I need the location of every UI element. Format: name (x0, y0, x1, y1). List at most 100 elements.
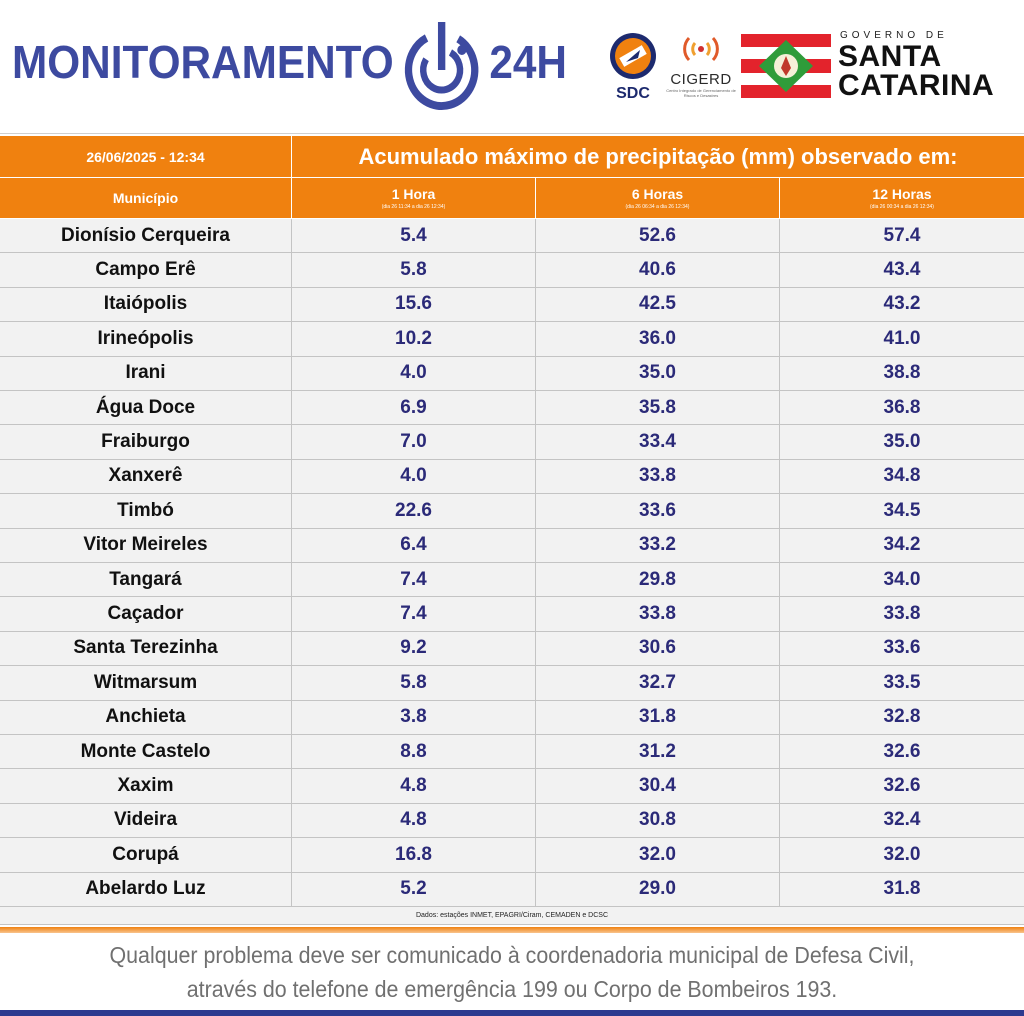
header-municipio: Município (0, 178, 292, 218)
header-range: (dia 26 11:34 a dia 26 12:34) (381, 204, 446, 210)
table-row: Corupá 16.8 32.0 32.0 (0, 838, 1024, 873)
footer-line-2: através do telefone de emergência 199 ou… (186, 976, 838, 1002)
value-1h-cell: 4.8 (292, 769, 536, 803)
value-12h-cell: 33.5 (883, 671, 921, 693)
value-12h-cell: 34.0 (883, 568, 921, 590)
value-6h-cell: 33.6 (536, 494, 780, 528)
value-6h-cell: 52.6 (536, 219, 780, 253)
value-1h-cell: 4.8 (292, 803, 536, 838)
header-range: (dia 26 00:34 a dia 26 12:34) (870, 204, 934, 210)
value-12h-cell: 33.6 (883, 637, 921, 659)
cigerd-subtitle: Centro Integrado de Gerenciamento de Ris… (666, 88, 736, 98)
footer-notice: Qualquer problema deve ser comunicado à … (35, 934, 989, 1010)
value-6h-cell: 42.5 (536, 287, 780, 322)
value-6h-cell: 32.7 (536, 666, 780, 700)
table-row: Vitor Meireles 6.4 33.2 34.2 (0, 528, 1024, 563)
table-title: Acumulado máximo de precipitação (mm) ob… (358, 143, 958, 169)
municipio-cell: Xanxerê (0, 459, 292, 494)
value-12h-cell: 34.8 (883, 465, 921, 487)
sdc-label: SDC (616, 85, 650, 102)
governo-de-label: GOVERNO DE (840, 30, 948, 41)
municipio-cell: Irani (0, 356, 292, 390)
value-1h-cell: 9.2 (292, 631, 536, 666)
value-1h-cell: 3.8 (292, 700, 536, 734)
cigerd-logo: CIGERD Centro Integrado de Gerenciamento… (666, 34, 736, 104)
santa-catarina-flag-icon (741, 34, 831, 98)
value-1h-cell: 7.4 (292, 563, 536, 597)
table-title-row: 26/06/2025 - 12:34 Acumulado máximo de p… (0, 136, 1024, 177)
footer-line-1: Qualquer problema deve ser comunicado à … (109, 942, 915, 968)
value-1h-cell: 15.6 (292, 287, 536, 322)
municipio-cell: Caçador (0, 597, 292, 631)
table-row: Caçador 7.4 33.8 33.8 (0, 597, 1024, 632)
header-12-horas: 12 Horas (dia 26 00:34 a dia 26 12:34) (780, 178, 1024, 218)
table-row: Timbó 22.6 33.6 34.5 (0, 494, 1024, 529)
value-1h-cell: 4.0 (292, 356, 536, 390)
value-1h-cell: 5.2 (292, 872, 536, 906)
municipio-cell: Itaiópolis (0, 287, 292, 322)
value-12h-cell: 43.2 (883, 293, 921, 315)
header-label: 12 Horas (872, 186, 932, 202)
value-6h-cell: 30.6 (536, 631, 780, 666)
value-1h-cell: 8.8 (292, 735, 536, 769)
municipio-cell: Fraiburgo (0, 425, 292, 459)
table-row: Irani 4.0 35.0 38.8 (0, 356, 1024, 391)
table-row: Campo Erê 5.8 40.6 43.4 (0, 253, 1024, 288)
value-12h-cell: 43.4 (883, 259, 921, 281)
table-row: Abelardo Luz 5.2 29.0 31.8 (0, 872, 1024, 907)
value-12h-cell: 57.4 (883, 224, 921, 246)
municipio-cell: Timbó (0, 494, 292, 528)
header-municipio-label: Município (112, 190, 179, 206)
table-row: Xaxim 4.8 30.4 32.6 (0, 769, 1024, 804)
municipio-cell: Videira (0, 803, 292, 838)
value-1h-cell: 6.4 (292, 528, 536, 562)
municipio-cell: Campo Erê (0, 253, 292, 287)
gov-line-2: CATARINA (838, 69, 995, 102)
value-12h-cell: 35.0 (883, 431, 921, 453)
value-12h-cell: 32.8 (883, 706, 921, 728)
timestamp: 26/06/2025 - 12:34 (0, 136, 292, 177)
table-row: Fraiburgo 7.0 33.4 35.0 (0, 425, 1024, 460)
value-6h-cell: 33.8 (536, 597, 780, 631)
table-row: Santa Terezinha 9.2 30.6 33.6 (0, 631, 1024, 667)
data-sources-note: Dados: estações INMET, EPAGRI/Ciram, CEM… (0, 907, 1024, 925)
table-row: Videira 4.8 30.8 32.4 (0, 803, 1024, 839)
municipio-cell: Abelardo Luz (0, 872, 292, 906)
header-label: 6 Horas (631, 186, 684, 202)
municipio-cell: Água Doce (0, 391, 292, 425)
value-6h-cell: 36.0 (536, 322, 780, 356)
value-1h-cell: 22.6 (292, 494, 536, 528)
value-6h-cell: 29.0 (536, 872, 780, 906)
value-1h-cell: 5.8 (292, 666, 536, 700)
gov-line-1: SANTA (838, 40, 942, 73)
municipio-cell: Dionísio Cerqueira (0, 219, 292, 253)
value-1h-cell: 5.4 (292, 219, 536, 253)
value-12h-cell: 32.6 (883, 775, 921, 797)
value-1h-cell: 10.2 (292, 322, 536, 356)
table-row: Xanxerê 4.0 33.8 34.8 (0, 459, 1024, 495)
value-6h-cell: 33.2 (536, 528, 780, 562)
bottom-bar (0, 1010, 1024, 1016)
municipio-cell: Anchieta (0, 700, 292, 734)
table-row: Anchieta 3.8 31.8 32.8 (0, 700, 1024, 735)
value-6h-cell: 30.8 (536, 803, 780, 838)
value-12h-cell: 32.6 (883, 740, 921, 762)
municipio-cell: Tangará (0, 563, 292, 597)
municipio-cell: Xaxim (0, 769, 292, 803)
municipio-cell: Monte Castelo (0, 735, 292, 769)
broadcast-icon (683, 36, 719, 62)
value-12h-cell: 34.2 (883, 534, 921, 556)
sdc-logo: SDC (606, 32, 660, 102)
santa-catarina-wordmark: SANTA CATARINA (838, 40, 995, 102)
table-row: Tangará 7.4 29.8 34.0 (0, 563, 1024, 598)
brand-title: MONITORAMENTO (12, 36, 394, 88)
value-12h-cell: 32.0 (883, 843, 921, 865)
header-label: 1 Hora (391, 186, 436, 202)
table-row: Irineópolis 10.2 36.0 41.0 (0, 322, 1024, 357)
value-1h-cell: 6.9 (292, 391, 536, 425)
value-12h-cell: 38.8 (883, 362, 921, 384)
value-6h-cell: 32.0 (536, 838, 780, 872)
value-6h-cell: 35.0 (536, 356, 780, 390)
value-12h-cell: 36.8 (883, 396, 921, 418)
value-12h-cell: 32.4 (883, 809, 921, 831)
